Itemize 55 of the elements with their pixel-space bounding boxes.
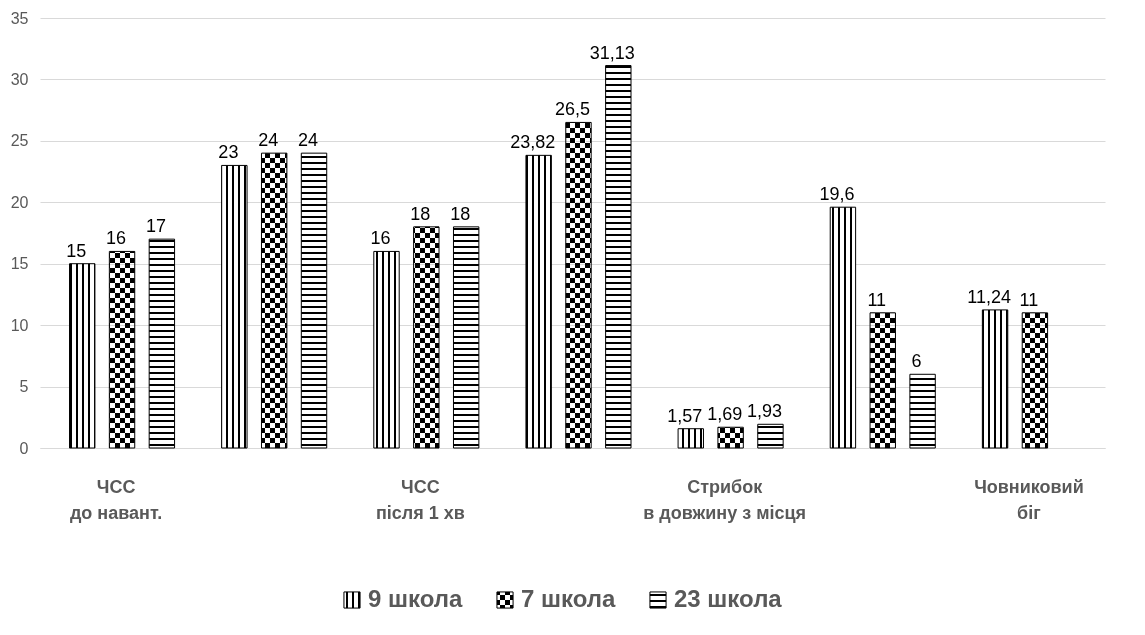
- bar: [108, 250, 136, 449]
- bar: [605, 65, 632, 449]
- bar: [829, 206, 857, 449]
- data-label: 18: [410, 203, 431, 224]
- x-tick-label: ЧСС після 1 хв: [375, 476, 465, 523]
- y-tick-label: 5: [19, 378, 29, 396]
- legend-label: 9 школа: [368, 585, 464, 612]
- bar: [452, 226, 480, 449]
- y-tick-label: 35: [10, 9, 29, 27]
- bar: [717, 426, 744, 449]
- bar: [413, 226, 440, 449]
- data-label: 1,57: [667, 405, 703, 426]
- y-tick-label: 15: [10, 255, 29, 273]
- bar: [221, 164, 248, 449]
- data-label: 24: [258, 130, 279, 151]
- bar: [148, 238, 176, 449]
- data-label: 23: [218, 142, 239, 163]
- bar: [260, 152, 288, 449]
- data-label: 18: [450, 203, 471, 224]
- bar: [677, 428, 704, 449]
- bar: [1021, 312, 1049, 449]
- bar: [869, 312, 896, 449]
- data-label: 23,82: [510, 132, 556, 153]
- bar: [757, 423, 784, 449]
- data-label: 15: [66, 240, 87, 261]
- y-tick-label: 10: [10, 316, 29, 334]
- legend-label: 7 школа: [521, 585, 617, 612]
- bar: [69, 263, 96, 449]
- data-label: 6: [911, 351, 922, 372]
- data-label: 11,24: [967, 286, 1011, 307]
- data-label: 1,69: [707, 404, 743, 425]
- y-tick-label: 25: [10, 132, 29, 150]
- legend-label: 23 школа: [674, 585, 783, 612]
- bar: [981, 309, 1009, 449]
- x-tick-label: Човниковий біг: [974, 476, 1084, 523]
- bar: [525, 154, 552, 449]
- data-label: 19,6: [819, 184, 855, 205]
- x-tick-label: ЧСС до навант.: [69, 476, 163, 523]
- y-tick-label: 30: [10, 70, 29, 88]
- bar: [909, 373, 936, 449]
- data-label: 31,13: [589, 42, 635, 63]
- x-tick-label: Стрибок в довжину з місця: [643, 476, 807, 523]
- data-label: 16: [370, 228, 391, 249]
- y-tick-label: 20: [10, 193, 29, 211]
- data-label: 26,5: [554, 99, 591, 120]
- bar: [565, 121, 592, 449]
- data-label: 11: [1019, 289, 1039, 310]
- data-label: 17: [145, 216, 166, 237]
- bar: [373, 250, 400, 449]
- data-label: 16: [106, 228, 127, 249]
- data-label: 1,93: [746, 401, 782, 422]
- data-label: 11: [867, 289, 887, 310]
- data-label: 24: [298, 130, 319, 151]
- y-tick-label: 0: [19, 439, 29, 457]
- bar: [300, 152, 328, 449]
